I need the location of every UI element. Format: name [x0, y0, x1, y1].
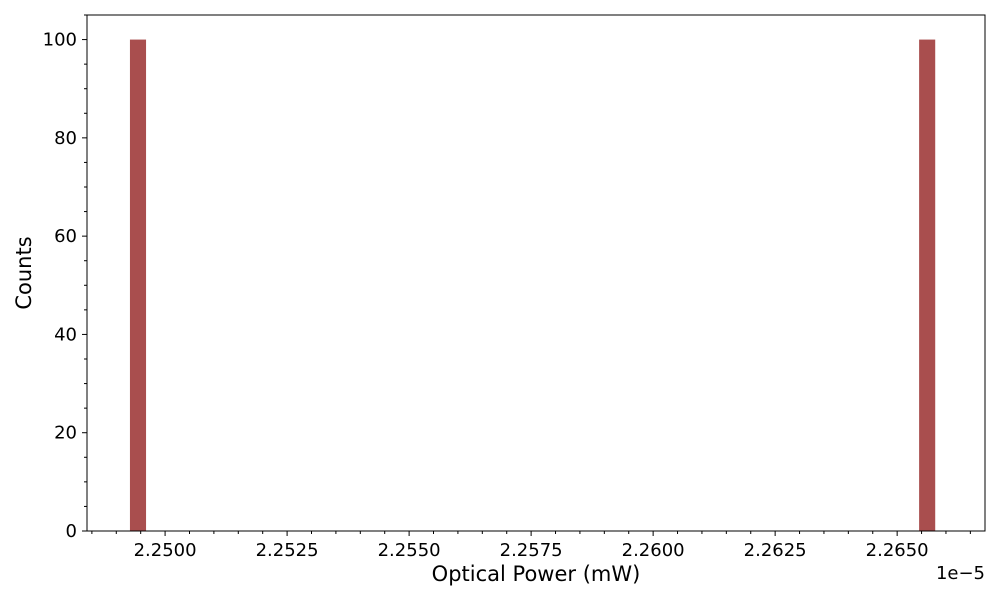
x-tick-label: 2.2600: [622, 540, 685, 561]
y-tick-label: 40: [54, 324, 77, 345]
histogram-bar-1: [129, 39, 147, 531]
histogram-bar-2: [919, 39, 936, 531]
bars-group: [129, 39, 936, 531]
x-axis-offset-label: 1e−5: [936, 563, 985, 584]
y-tick-label: 60: [54, 226, 77, 247]
y-axis-ticks: 0 20 40 60 80 100: [43, 14, 87, 542]
y-axis-label: Counts: [12, 236, 36, 309]
x-tick-label: 2.2550: [378, 540, 441, 561]
y-tick-label: 100: [43, 30, 77, 51]
y-tick-label: 0: [66, 521, 77, 542]
y-tick-label: 80: [54, 128, 77, 149]
x-axis-ticks: 2.2500 2.2525 2.2550 2.2575 2.2600 2.2625 2.26…: [91, 531, 971, 561]
x-tick-label: 2.2650: [866, 540, 929, 561]
x-tick-label: 2.2625: [744, 540, 807, 561]
plot-frame: [86, 14, 986, 532]
x-axis-label: Optical Power (mW): [432, 562, 641, 586]
y-tick-label: 20: [54, 423, 77, 444]
x-tick-label: 2.2575: [500, 540, 563, 561]
x-tick-label: 2.2525: [256, 540, 319, 561]
x-tick-label: 2.2500: [134, 540, 197, 561]
